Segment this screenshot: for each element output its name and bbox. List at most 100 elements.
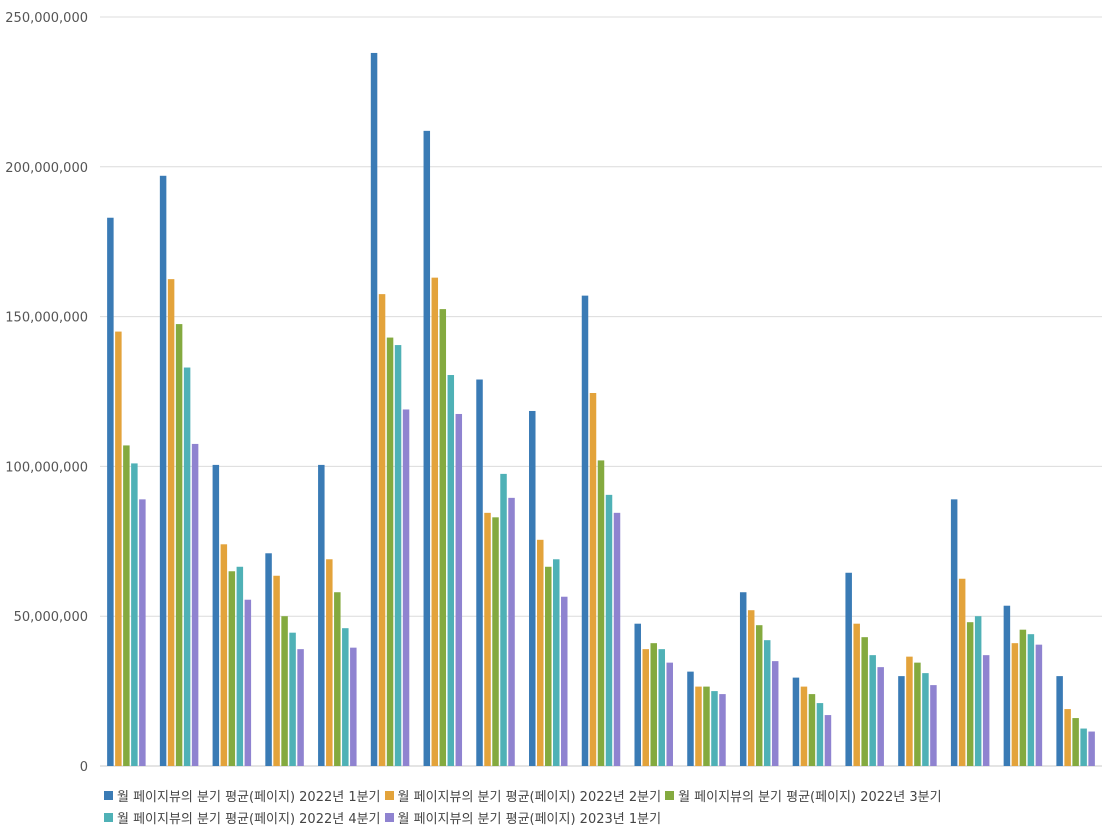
bar-group-6 [370,52,410,766]
bar-19-series-4 [1080,728,1087,766]
bar-6-series-1 [370,52,378,766]
bar-group-16 [898,656,937,766]
bar-group-12 [687,671,726,766]
legend-item-series-5: 월 페이지뷰의 분기 평균(페이지) 2023년 1분기 [384,806,662,828]
bar-group-7 [423,130,463,766]
bar-12-series-2 [695,686,702,766]
bar-15-series-2 [853,623,860,766]
bar-8-series-4 [500,473,507,766]
bar-7-series-1 [423,130,431,766]
legend-swatch [104,790,113,800]
bar-3-series-3 [228,571,236,766]
bar-group-9 [529,410,568,766]
bar-16-series-4 [922,673,929,766]
bar-group-13 [739,592,779,766]
bar-10-series-2 [589,392,597,766]
y-tick-label: 200,000,000 [5,161,88,176]
y-tick-label: 100,000,000 [5,460,88,475]
y-tick-label: 0 [80,760,88,775]
bar-4-series-1 [265,553,272,766]
bar-group-2 [159,175,199,767]
bar-18-series-2 [1011,643,1019,766]
bar-group-4 [265,553,304,766]
y-tick-label: 250,000,000 [5,11,88,26]
legend-label: 월 페이지뷰의 분기 평균(페이지) 2022년 4분기 [117,811,381,827]
legend-swatch [665,790,675,800]
bar-8-series-2 [484,512,491,766]
bar-5-series-4 [342,628,349,766]
bar-group-19 [1056,676,1095,766]
bar-19-series-2 [1064,709,1071,766]
legend-item-series-3: 월 페이지뷰의 분기 평균(페이지) 2022년 3분기 [665,784,942,806]
bar-16-series-2 [906,656,913,766]
legend-item-series-4: 월 페이지뷰의 분기 평균(페이지) 2022년 4분기 [104,806,381,828]
legend-label: 월 페이지뷰의 분기 평균(페이지) 2023년 1분기 [397,811,662,827]
bar-12-series-1 [687,671,694,766]
bar-9-series-4 [553,559,560,766]
bar-5-series-2 [326,559,333,766]
legend-swatch [104,812,113,822]
bar-14-series-1 [792,677,800,766]
bar-1-series-4 [131,463,138,766]
bar-15-series-5 [877,667,884,766]
bar-19-series-1 [1056,676,1063,766]
bar-11-series-4 [658,649,665,766]
bar-9-series-1 [529,410,536,766]
bar-15-series-3 [861,637,868,766]
legend-swatch [384,790,394,800]
bar-7-series-3 [439,309,447,766]
bar-14-series-2 [800,686,808,766]
bar-1-series-5 [139,499,146,766]
bar-8-series-5 [508,497,515,766]
bar-17-series-1 [950,499,958,766]
bar-5-series-5 [350,647,357,766]
bar-4-series-5 [297,649,304,766]
bar-14-series-4 [816,703,824,766]
bar-group-15 [845,572,884,766]
bar-9-series-2 [537,539,544,766]
bar-group-14 [792,677,832,766]
bar-9-series-3 [545,566,552,766]
legend-swatch [384,812,394,822]
legend-label: 월 페이지뷰의 분기 평균(페이지) 2022년 2분기 [397,789,662,805]
bar-6-series-2 [378,294,386,766]
bar-3-series-4 [236,566,244,766]
bar-11-series-1 [634,623,641,766]
legend-item-series-2: 월 페이지뷰의 분기 평균(페이지) 2022년 2분기 [384,784,662,806]
bar-10-series-3 [597,460,605,766]
bar-2-series-5 [191,443,199,766]
bar-18-series-1 [1003,605,1011,766]
bar-18-series-5 [1035,644,1043,766]
bar-1-series-1 [107,217,114,766]
bar-2-series-3 [175,324,183,766]
bar-11-series-3 [650,643,657,766]
bar-6-series-4 [394,345,402,766]
bar-16-series-5 [930,685,937,766]
bar-chart: 0 50,000,000 100,000,000 150,000,000 200,000… [5,11,1102,775]
bar-8-series-1 [476,379,483,766]
bar-17-series-3 [966,622,974,766]
bar-16-series-3 [914,662,921,766]
bar-13-series-3 [755,625,763,766]
bar-group-3 [212,464,252,766]
y-axis: 0 50,000,000 100,000,000 150,000,000 200,000… [5,11,88,775]
bar-10-series-4 [605,494,613,766]
bar-12-series-3 [703,686,710,766]
bar-5-series-1 [318,464,325,766]
legend-item-series-1: 월 페이지뷰의 분기 평균(페이지) 2022년 1분기 [104,784,381,806]
bar-8-series-3 [492,517,499,766]
bar-1-series-3 [123,445,130,766]
bar-12-series-4 [711,691,718,766]
bar-19-series-5 [1088,731,1095,766]
bar-17-series-2 [958,578,966,766]
bar-group-10 [581,295,621,766]
bar-15-series-1 [845,572,852,766]
bar-11-series-5 [666,662,673,766]
bar-4-series-3 [281,616,288,766]
bar-3-series-5 [244,599,252,766]
y-tick-label: 150,000,000 [5,311,88,326]
bar-19-series-3 [1072,718,1079,766]
bar-16-series-1 [898,676,905,766]
